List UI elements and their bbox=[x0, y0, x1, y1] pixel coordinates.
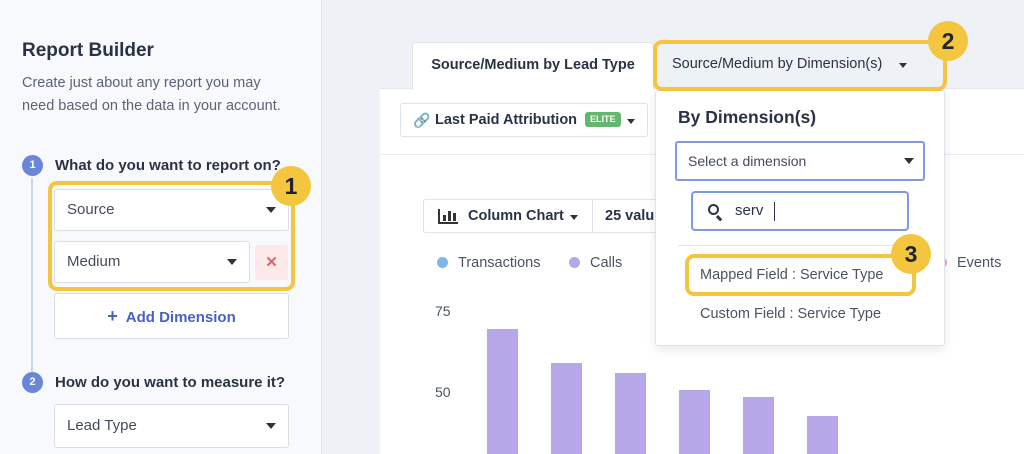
annotation-badge-2: 2 bbox=[928, 21, 968, 61]
chart-bar-1[interactable] bbox=[487, 328, 518, 454]
annotation-badge-3: 3 bbox=[891, 234, 931, 274]
link-icon: 🔗 bbox=[413, 112, 431, 128]
legend-label: Transactions bbox=[458, 255, 541, 271]
step-connector bbox=[31, 178, 33, 376]
chevron-down-icon bbox=[266, 423, 276, 429]
attribution-dropdown[interactable]: 🔗 Last Paid Attribution ELITE bbox=[400, 103, 648, 137]
add-dimension-button[interactable]: + Add Dimension bbox=[54, 293, 289, 339]
chevron-down-icon bbox=[904, 158, 914, 164]
y-tick-50: 50 bbox=[435, 384, 451, 400]
highlight-mapped-field-option bbox=[685, 254, 916, 296]
remove-dimension-button[interactable]: ✕ bbox=[255, 245, 288, 280]
add-dimension-label: Add Dimension bbox=[125, 309, 236, 326]
dimension-select-source[interactable]: Source bbox=[54, 189, 289, 231]
sidebar-description: Create just about any report you may nee… bbox=[22, 75, 281, 114]
search-icon bbox=[708, 204, 719, 215]
chart-bar-4[interactable] bbox=[679, 390, 710, 454]
legend-item-events[interactable]: Events bbox=[936, 254, 1001, 272]
legend-label: Calls bbox=[590, 255, 623, 271]
plus-icon: + bbox=[107, 306, 118, 326]
step-1-number: 1 bbox=[22, 155, 43, 176]
chart-type-dropdown[interactable]: Column Chart bbox=[423, 199, 593, 233]
chart-bar-3[interactable] bbox=[615, 372, 646, 454]
dimension-select-medium[interactable]: Medium bbox=[54, 241, 250, 283]
tab-2-label: Source/Medium by Dimension(s) bbox=[672, 56, 883, 72]
chart-bar-2[interactable] bbox=[551, 362, 582, 454]
report-builder-sidebar: Report Builder Create just about any rep… bbox=[0, 0, 322, 454]
search-input-value: serv bbox=[735, 202, 764, 219]
elite-badge: ELITE bbox=[585, 112, 621, 127]
dimension-select-placeholder: Select a dimension bbox=[688, 153, 807, 169]
bar-chart-icon bbox=[438, 209, 458, 224]
dimension-select-source-value: Source bbox=[67, 201, 115, 218]
dimension-select[interactable]: Select a dimension bbox=[675, 141, 925, 181]
chart-bar-6[interactable] bbox=[807, 416, 838, 454]
y-tick-75: 75 bbox=[435, 303, 451, 319]
step-2-number: 2 bbox=[22, 372, 43, 393]
option-custom-field-service-type[interactable]: Custom Field : Service Type bbox=[700, 306, 882, 322]
chevron-down-icon bbox=[627, 119, 635, 124]
sidebar-title: Report Builder bbox=[22, 40, 154, 61]
annotation-badge-1: 1 bbox=[271, 166, 311, 206]
legend-dot bbox=[437, 257, 448, 268]
close-icon: ✕ bbox=[265, 254, 278, 271]
legend-item-transactions[interactable]: Transactions bbox=[437, 254, 540, 272]
chevron-down-icon bbox=[227, 259, 237, 265]
chart-bar-5[interactable] bbox=[743, 396, 774, 454]
attribution-label: Last Paid Attribution bbox=[435, 112, 578, 128]
measure-select-value: Lead Type bbox=[67, 417, 137, 434]
highlight-dimension-tab bbox=[653, 40, 947, 91]
highlight-dimension-selects bbox=[48, 181, 295, 291]
measure-select[interactable]: Lead Type bbox=[54, 404, 289, 448]
chevron-down-icon bbox=[266, 207, 276, 213]
chart-type-label: Column Chart bbox=[468, 208, 564, 224]
text-cursor bbox=[774, 202, 775, 221]
step-1-label: What do you want to report on? bbox=[55, 157, 281, 174]
legend-label: Events bbox=[957, 255, 1002, 271]
legend-item-calls[interactable]: Calls bbox=[569, 254, 622, 272]
dimension-select-medium-value: Medium bbox=[67, 253, 121, 270]
dropdown-title: By Dimension(s) bbox=[678, 107, 817, 127]
step-2-label: How do you want to measure it? bbox=[55, 374, 286, 391]
chevron-down-icon bbox=[570, 215, 578, 220]
legend-dot bbox=[569, 257, 580, 268]
chevron-down-icon bbox=[899, 63, 907, 68]
tab-source-medium-by-dimensions[interactable]: Source/Medium by Dimension(s) bbox=[656, 42, 946, 88]
option-mapped-field-service-type[interactable]: Mapped Field : Service Type bbox=[700, 267, 884, 283]
dropdown-divider bbox=[678, 245, 922, 246]
tab-source-medium-by-lead-type[interactable]: Source/Medium by Lead Type bbox=[412, 42, 654, 90]
dimension-search-input[interactable]: serv bbox=[691, 191, 909, 231]
